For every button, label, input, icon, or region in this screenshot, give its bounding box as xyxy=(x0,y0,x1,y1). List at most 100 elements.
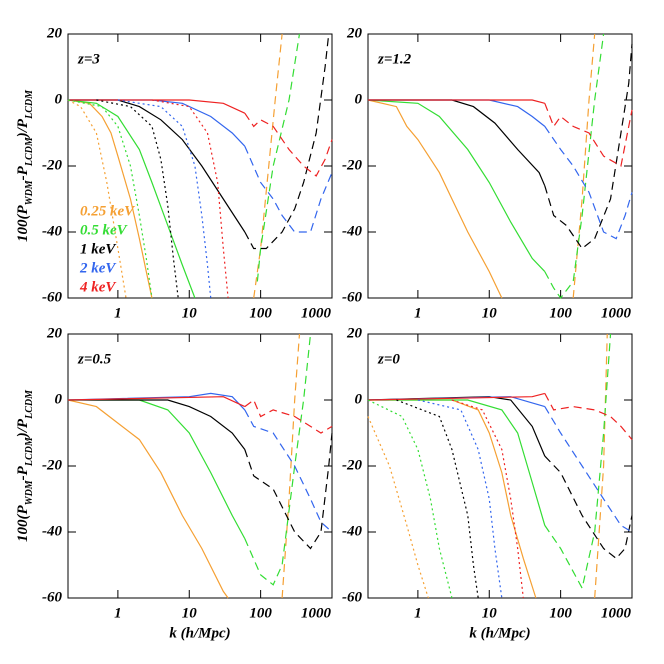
series-line xyxy=(417,399,503,599)
x-tick-label: 1 xyxy=(114,305,122,321)
series-line xyxy=(67,99,153,299)
series-line xyxy=(244,432,333,550)
series-line xyxy=(244,145,333,233)
series-line xyxy=(67,392,246,411)
x-tick-label: 1 xyxy=(414,605,422,621)
plot-frame xyxy=(67,33,333,299)
x-tick-label: 100 xyxy=(549,305,572,321)
series-line xyxy=(368,99,546,187)
series-line xyxy=(67,99,196,299)
series-line xyxy=(396,399,479,599)
series-line xyxy=(544,126,633,240)
series-line xyxy=(368,99,546,127)
legend-entry: 0.25 keV xyxy=(80,203,136,219)
y-tick-label: -60 xyxy=(42,589,62,605)
series-line xyxy=(367,399,453,599)
series-line xyxy=(544,103,633,167)
y-tick-label: -60 xyxy=(42,289,62,305)
series-line xyxy=(67,99,127,299)
series-line xyxy=(544,333,612,590)
legend-entry: 1 keV xyxy=(80,241,117,257)
y-tick-label: -20 xyxy=(342,157,362,173)
y-axis-label: 100(PWDM-PLCDM)/PLCDM xyxy=(15,89,34,242)
panel-label: z=3 xyxy=(77,51,100,67)
series-line xyxy=(367,416,429,599)
panel-label: z=0 xyxy=(377,351,400,367)
series-line xyxy=(594,333,608,599)
series-line xyxy=(68,99,246,147)
legend-entry: 2 keV xyxy=(79,260,117,276)
x-tick-label: 10 xyxy=(182,305,198,321)
y-axis-label-part: WDM xyxy=(24,179,35,205)
y-tick-label: -40 xyxy=(342,223,362,239)
series-line xyxy=(368,399,537,599)
x-axis-label: k (h/Mpc) xyxy=(169,625,230,641)
series-line xyxy=(368,99,545,104)
series-line xyxy=(117,99,212,299)
y-tick-label: -60 xyxy=(342,289,362,305)
series-line xyxy=(544,406,633,533)
series-line xyxy=(68,99,246,233)
series-line xyxy=(244,399,333,434)
series-line xyxy=(367,396,546,457)
series-line xyxy=(253,33,283,299)
y-tick-label: 0 xyxy=(55,391,63,407)
series-line xyxy=(367,392,545,401)
y-axis-label: 100(PWDM-PLCDM)/PLCDM xyxy=(15,389,34,542)
legend-entry: 4 keV xyxy=(79,279,117,295)
y-tick-label: 20 xyxy=(346,325,363,341)
panel-label: z=0.5 xyxy=(77,351,112,367)
y-axis-label-part: -P xyxy=(15,165,31,180)
x-tick-label: 10 xyxy=(482,605,498,621)
plot-frame xyxy=(67,333,333,599)
series-line xyxy=(544,455,633,560)
x-tick-label: 1000 xyxy=(601,605,632,621)
y-axis-label-part: LCDM xyxy=(24,136,35,167)
y-tick-label: 20 xyxy=(346,25,363,41)
x-tick-label: 100 xyxy=(549,605,572,621)
series-line xyxy=(244,33,330,250)
x-tick-label: 1 xyxy=(414,305,422,321)
series-line xyxy=(544,43,633,250)
y-tick-label: 0 xyxy=(55,91,63,107)
y-tick-label: -40 xyxy=(342,523,362,539)
series-line xyxy=(67,399,229,599)
series-line xyxy=(244,333,312,586)
series-line xyxy=(244,112,333,177)
y-tick-label: -40 xyxy=(42,223,62,239)
y-tick-label: 20 xyxy=(46,325,63,341)
y-tick-label: 0 xyxy=(355,391,363,407)
series-line xyxy=(544,33,605,300)
y-tick-label: -40 xyxy=(42,523,62,539)
x-axis-label: k (h/Mpc) xyxy=(469,625,530,641)
x-tick-label: 10 xyxy=(482,305,498,321)
series-line xyxy=(544,393,633,440)
legend-entry: 0.5 keV xyxy=(80,222,129,238)
series-line xyxy=(451,399,524,599)
y-tick-label: -20 xyxy=(42,457,62,473)
panel-label: z=1.2 xyxy=(377,51,412,67)
series-line xyxy=(68,399,246,450)
x-tick-label: 10 xyxy=(182,605,198,621)
y-tick-label: -60 xyxy=(342,589,362,605)
x-tick-label: 1000 xyxy=(301,605,332,621)
series-line xyxy=(67,99,153,299)
series-line xyxy=(68,399,246,539)
y-axis-label-part: )/P xyxy=(15,118,31,139)
x-tick-label: 100 xyxy=(249,305,272,321)
x-tick-label: 1000 xyxy=(601,305,632,321)
series-line xyxy=(151,99,229,299)
y-axis-label-part: LCDM xyxy=(24,389,35,420)
y-tick-label: -20 xyxy=(42,157,62,173)
x-tick-label: 1 xyxy=(114,605,122,621)
series-line xyxy=(367,99,503,299)
y-axis-label-part: WDM xyxy=(24,479,35,505)
x-tick-label: 100 xyxy=(249,605,272,621)
y-tick-label: -20 xyxy=(342,457,362,473)
series-line xyxy=(68,99,246,114)
y-axis-label-part: 100(P xyxy=(15,505,31,542)
x-tick-label: 1000 xyxy=(301,305,332,321)
y-tick-label: 0 xyxy=(355,91,363,107)
series-line xyxy=(367,99,546,273)
